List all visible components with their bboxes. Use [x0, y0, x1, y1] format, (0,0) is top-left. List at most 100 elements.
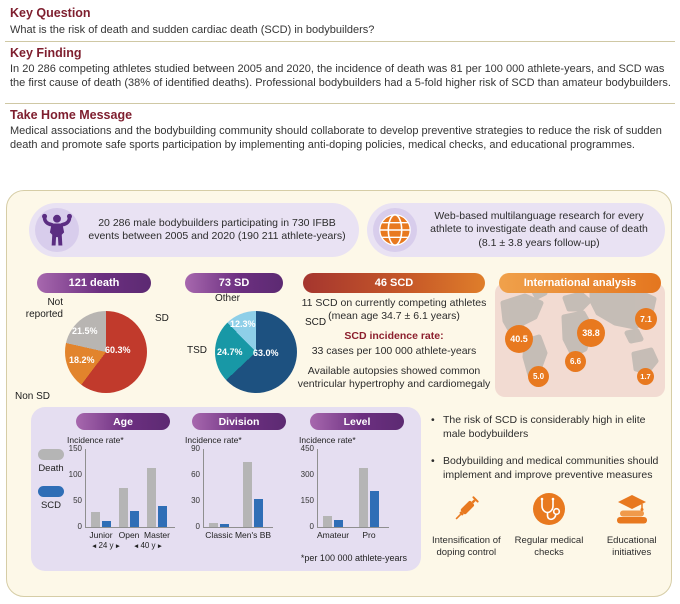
- preventive-measures: Intensification of doping control Regula…: [425, 489, 673, 559]
- bar-charts-box: Death SCD Age Incidence rate* 0 50 100 150 …: [31, 407, 421, 571]
- category-label: Junior: [89, 530, 113, 540]
- legend-death-swatch: [38, 449, 64, 460]
- key-finding-title: Key Finding: [10, 46, 82, 60]
- age-marker-40: 40 y: [133, 541, 163, 550]
- bar-scd: [370, 491, 379, 527]
- label-not-reported: Not reported: [25, 297, 63, 320]
- age-ylabel: Incidence rate*: [67, 435, 124, 445]
- key-question-text: What is the risk of death and sudden car…: [10, 24, 375, 36]
- label-other: Other: [215, 293, 241, 304]
- pct-not-reported: 21.5%: [72, 326, 98, 336]
- label-sd: SD: [155, 313, 169, 324]
- map-bubble-africa: 6.6: [565, 351, 586, 372]
- bar-scd: [130, 511, 139, 527]
- sd-pie-chart: 12.3% 24.7% 63.0% Other SCD TSD: [185, 293, 345, 419]
- bar-scd: [254, 499, 263, 527]
- bar-death: [91, 511, 100, 527]
- y-tick-label: 30: [191, 496, 200, 505]
- measure-doping: Intensification of doping control: [425, 489, 508, 559]
- category-label: Master: [144, 530, 170, 540]
- bullet-scd-risk-text: The risk of SCD is considerably high in …: [443, 414, 646, 440]
- scd-incidence-title: SCD incidence rate:: [344, 330, 444, 342]
- level-yaxis: 0 150 300 450: [299, 444, 316, 531]
- measure-doping-label: Intensification of doping control: [432, 535, 501, 558]
- globe-icon: [373, 208, 417, 252]
- pct-non-sd: 18.2%: [69, 355, 95, 365]
- bar-group: Master: [144, 468, 170, 540]
- conclusion-bullets: The risk of SCD is considerably high in …: [431, 413, 671, 495]
- bar-scd: [102, 520, 111, 527]
- bar-group: Junior: [89, 511, 113, 540]
- method-text: Web-based multilanguage research for eve…: [430, 209, 648, 249]
- take-home-title: Take Home Message: [10, 108, 133, 122]
- bar-scd: [220, 524, 229, 527]
- level-chart-title: Level: [310, 413, 404, 430]
- legend-scd-swatch: [38, 486, 64, 497]
- bar-group: Men's BB: [235, 462, 271, 540]
- map-bubble-north-america: 40.5: [505, 325, 533, 353]
- method-banner: Web-based multilanguage research for eve…: [367, 203, 665, 257]
- level-ylabel: Incidence rate*: [299, 435, 356, 445]
- level-plot: Amateur Pro: [317, 449, 389, 540]
- graphical-abstract-panel: 20 286 male bodybuilders participating i…: [6, 190, 672, 597]
- y-tick-label: 100: [68, 470, 82, 479]
- international-pill-header: International analysis: [499, 273, 661, 293]
- death-pill-header: 121 death: [37, 273, 151, 293]
- division-plot: Classic Men's BB: [203, 449, 273, 540]
- age-markers: 24 y 40 y: [85, 541, 169, 550]
- scd-incidence-value: 33 cases per 100 000 athlete-years: [311, 345, 477, 357]
- chart-legend: Death SCD: [33, 449, 69, 511]
- category-label: Amateur: [316, 530, 350, 540]
- division-ylabel: Incidence rate*: [185, 435, 242, 445]
- map-bubble-oceania: 1.7: [637, 368, 654, 385]
- measure-medical-label: Regular medical checks: [514, 535, 584, 558]
- y-tick-label: 0: [77, 522, 82, 531]
- pct-sd: 60.3%: [105, 345, 131, 355]
- scd-competing-text: 11 SCD on currently competing athletes (…: [301, 297, 487, 322]
- scd-pill-header: 46 SCD: [303, 273, 485, 293]
- divider: [5, 103, 675, 104]
- y-tick-label: 90: [191, 444, 200, 453]
- syringe-icon: [449, 489, 483, 529]
- stethoscope-icon: [532, 489, 566, 529]
- age-bar-chart: Age Incidence rate* 0 50 100 150 Junior Open…: [67, 413, 179, 563]
- map-bubble-south-america: 5.0: [528, 366, 549, 387]
- cohort-text: 20 286 male bodybuilders participating i…: [88, 216, 346, 243]
- division-chart-title: Division: [192, 413, 286, 430]
- level-bar-chart: Level Incidence rate* 0 150 300 450 Amateur…: [299, 413, 415, 563]
- map-bubble-europe: 38.8: [577, 319, 605, 347]
- age-plot: Junior Open Master: [85, 449, 175, 540]
- bar-group: Open: [119, 488, 139, 540]
- label-non-sd: Non SD: [15, 391, 51, 402]
- category-label: Pro: [362, 530, 376, 540]
- age-yaxis: 0 50 100 150: [67, 444, 84, 531]
- measure-education: Educational initiatives: [590, 489, 673, 559]
- bar-group: Amateur: [317, 516, 349, 540]
- category-label: Men's BB: [234, 530, 272, 540]
- bar-group: Pro: [359, 468, 379, 540]
- map-bubble-asia: 7.1: [635, 308, 657, 330]
- bar-death: [323, 516, 332, 527]
- bar-scd: [158, 505, 167, 527]
- y-tick-label: 0: [309, 522, 314, 531]
- y-tick-label: 60: [191, 470, 200, 479]
- bullet-scd-risk: The risk of SCD is considerably high in …: [431, 413, 671, 441]
- death-pie: 21.5% 18.2% 60.3%: [65, 311, 147, 393]
- scd-details: 11 SCD on currently competing athletes (…: [295, 297, 493, 398]
- category-label: Classic: [205, 530, 233, 540]
- key-question-title: Key Question: [10, 6, 91, 20]
- y-tick-label: 300: [300, 470, 314, 479]
- division-bar-chart: Division Incidence rate* 0 30 60 90 Classic…: [185, 413, 293, 563]
- bar-death: [147, 468, 156, 527]
- label-scd: SCD: [305, 317, 327, 328]
- y-tick-label: 150: [68, 444, 82, 453]
- bar-death: [243, 462, 252, 527]
- international-analysis-map: 40.5 38.8 7.1 5.0 6.6 1.7: [495, 283, 665, 397]
- divider: [5, 41, 675, 42]
- bullet-preventive-text: Bodybuilding and medical communities sho…: [443, 455, 659, 481]
- pct-other: 12.3%: [230, 319, 256, 329]
- bullet-preventive: Bodybuilding and medical communities sho…: [431, 454, 671, 482]
- y-tick-label: 150: [300, 496, 314, 505]
- scd-pill-label: 46 SCD: [374, 277, 414, 289]
- pct-tsd: 24.7%: [217, 347, 243, 357]
